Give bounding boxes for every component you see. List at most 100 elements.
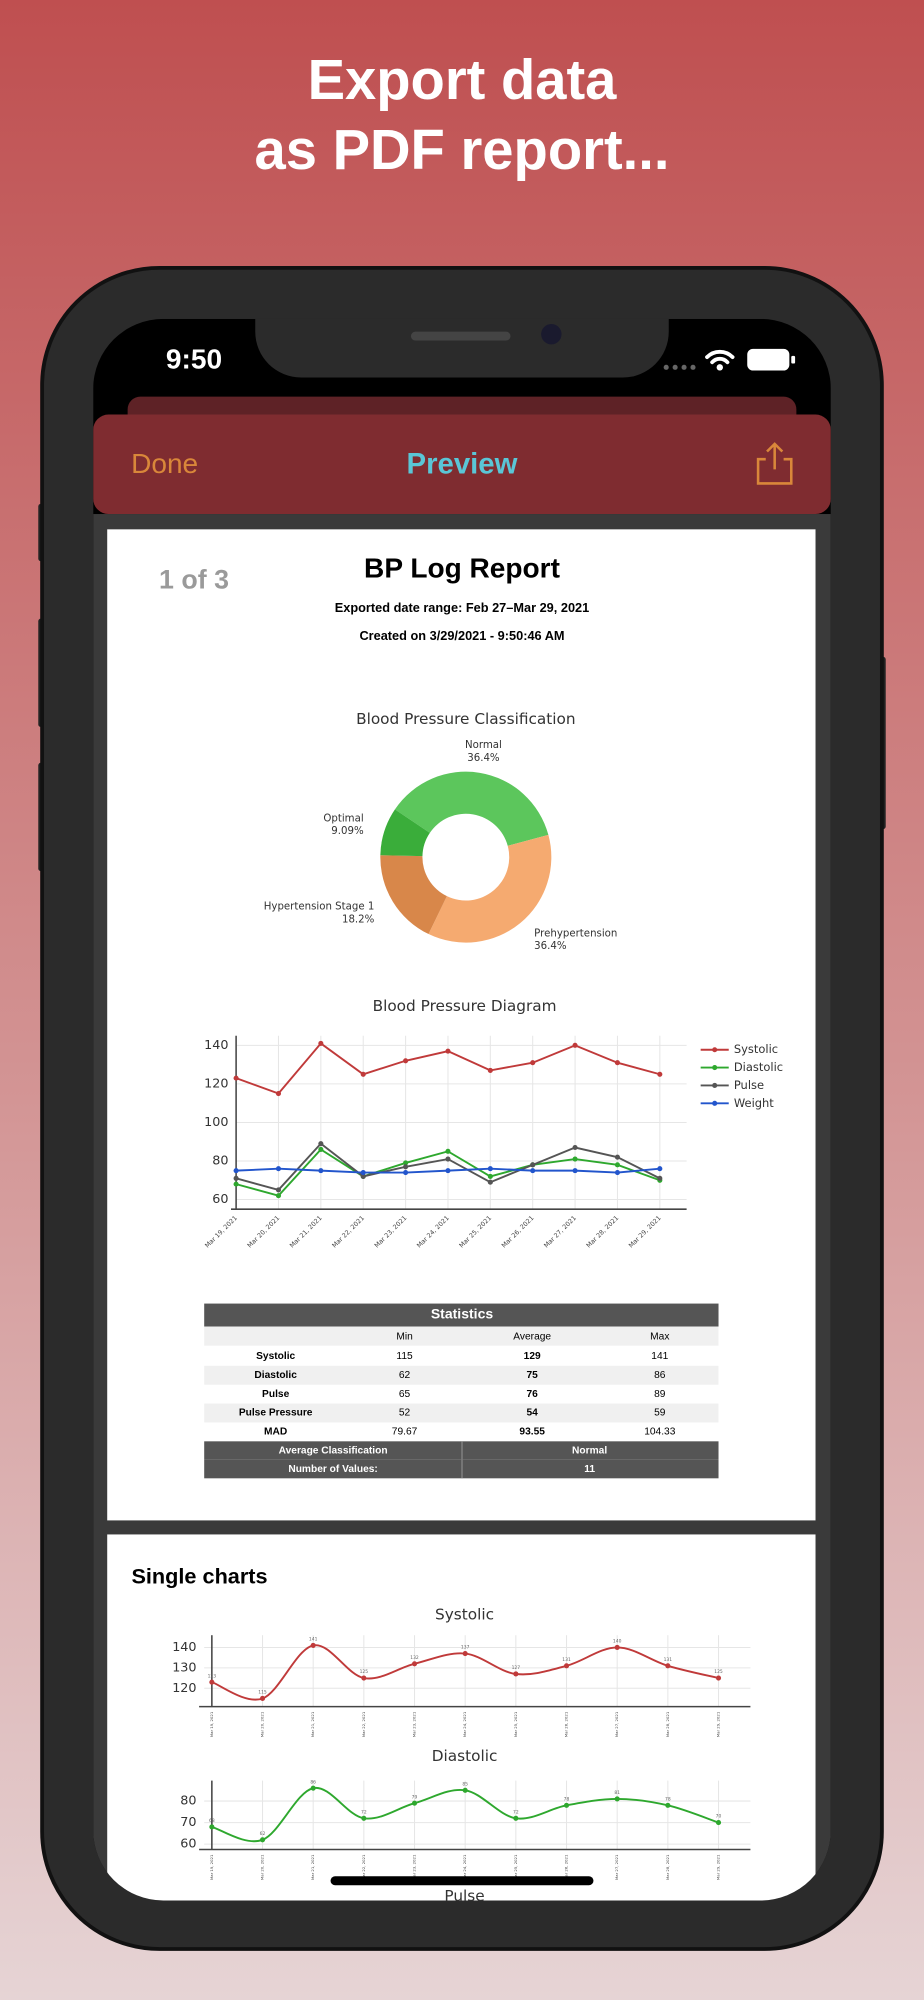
data-point [614, 1796, 620, 1802]
pie-label: Normal [465, 740, 502, 751]
data-point [657, 1175, 663, 1181]
legend-label: Diastolic [734, 1060, 783, 1074]
data-point [275, 1166, 282, 1172]
table-cell: 54 [527, 1408, 539, 1419]
x-tick-label: Mar 26, 2021 [564, 1711, 569, 1737]
data-label: 115 [258, 1690, 267, 1696]
data-point [530, 1168, 536, 1174]
data-label: 123 [208, 1673, 217, 1679]
data-point [563, 1663, 570, 1669]
table-cell: Average Classification [279, 1446, 388, 1457]
data-label: 68 [209, 1818, 215, 1824]
battery-icon [747, 348, 790, 371]
pie-value-label: 36.4% [467, 753, 500, 764]
table-cell: 93.55 [519, 1427, 545, 1438]
table-cell: 86 [654, 1370, 666, 1381]
data-point [445, 1048, 451, 1054]
x-tick-label: Mar 23, 2021 [412, 1854, 417, 1880]
table-cell: Systolic [256, 1351, 295, 1362]
data-point [209, 1824, 215, 1830]
report-title: BP Log Report [364, 553, 560, 584]
wifi-icon [716, 364, 723, 371]
data-point [614, 1154, 620, 1160]
page-indicator: 1 of 3 [159, 565, 229, 595]
data-point [657, 1071, 663, 1077]
data-point [445, 1156, 451, 1162]
pie-value-label: 18.2% [342, 914, 375, 925]
pie-label: Prehypertension [534, 928, 617, 939]
table-cell: Pulse [262, 1389, 290, 1400]
pie-label: Hypertension Stage 1 [264, 902, 375, 913]
pie-value-label: 36.4% [534, 941, 567, 952]
data-point [614, 1170, 620, 1176]
data-point [572, 1144, 578, 1151]
pie-slice [380, 809, 430, 857]
legend-label: Systolic [734, 1042, 778, 1056]
table-cell: 11 [584, 1464, 595, 1475]
notch [255, 318, 669, 378]
x-tick-label: Mar 28, 2021 [665, 1854, 670, 1880]
y-tick-label: 140 [172, 1640, 196, 1655]
data-point [487, 1067, 493, 1073]
x-tick-label: Mar 25, 2021 [513, 1854, 518, 1880]
done-button[interactable]: Done [131, 448, 198, 479]
x-tick-label: Mar 19, 2021 [209, 1854, 214, 1880]
y-tick-label: 80 [212, 1153, 228, 1168]
x-tick-label: Mar 29, 2021 [716, 1854, 721, 1880]
share-button[interactable] [756, 442, 793, 485]
data-point [614, 1644, 620, 1650]
series-line [211, 1644, 719, 1701]
data-point [233, 1075, 239, 1081]
data-label: 132 [410, 1655, 419, 1661]
chart-title: Diastolic [432, 1747, 498, 1765]
pie-slice [394, 771, 549, 846]
chart-title: Blood Pressure Classification [356, 710, 576, 728]
legend-label: Weight [734, 1096, 774, 1110]
y-tick-label: 80 [180, 1794, 196, 1809]
table-cell: Diastolic [254, 1370, 297, 1381]
report-created: Created on 3/29/2021 - 9:50:46 AM [359, 628, 564, 643]
data-label: 125 [360, 1669, 369, 1675]
table-cell: 59 [654, 1408, 666, 1419]
data-point [318, 1146, 324, 1152]
data-point [318, 1141, 324, 1147]
data-point [462, 1787, 468, 1793]
data-point [657, 1166, 663, 1172]
table-cell: MAD [264, 1427, 287, 1438]
data-point [487, 1179, 493, 1185]
table-cell: 115 [396, 1351, 413, 1362]
x-tick-label: Mar 19, 2021 [209, 1711, 214, 1737]
table-cell: 89 [654, 1389, 666, 1400]
data-point [233, 1181, 239, 1187]
x-tick-label: Mar 27, 2021 [614, 1854, 619, 1880]
data-label: 140 [613, 1639, 622, 1645]
data-point [513, 1671, 519, 1677]
table-cell: 141 [651, 1351, 668, 1362]
data-label: 131 [664, 1657, 673, 1663]
data-label: 72 [361, 1809, 367, 1815]
table-cell: 79.67 [392, 1427, 418, 1438]
x-tick-label: Mar 29, 2021 [716, 1711, 721, 1737]
table-cell: 65 [399, 1389, 411, 1400]
x-tick-label: Mar 21, 2021 [310, 1854, 315, 1880]
legend-swatch [712, 1082, 718, 1089]
data-point [462, 1651, 468, 1657]
data-label: 62 [260, 1831, 266, 1837]
data-point [361, 1675, 367, 1681]
camera [541, 323, 562, 345]
table-header [204, 1303, 719, 1327]
data-point [665, 1802, 671, 1808]
chart-title: Blood Pressure Diagram [373, 997, 557, 1015]
data-point [259, 1837, 266, 1843]
table-cell: 62 [399, 1370, 411, 1381]
data-point [563, 1802, 570, 1808]
data-point [614, 1060, 620, 1066]
y-tick-label: 60 [212, 1192, 228, 1207]
data-point [360, 1071, 366, 1077]
pie-value-label: 9.09% [331, 826, 364, 837]
data-label: 79 [412, 1794, 418, 1800]
data-label: 72 [513, 1809, 519, 1815]
y-tick-label: 60 [180, 1837, 196, 1852]
pie-slice [380, 855, 447, 935]
column-header: Min [396, 1331, 412, 1342]
